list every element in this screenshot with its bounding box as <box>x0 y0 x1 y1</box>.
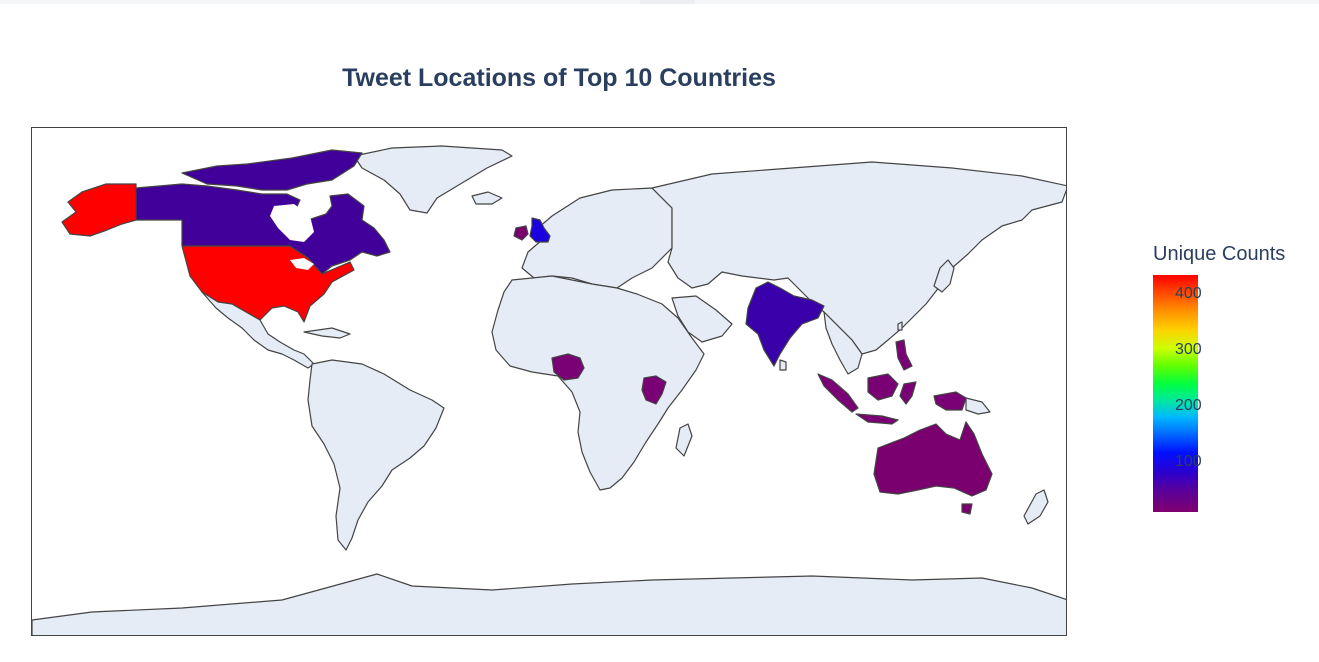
chart-title: Tweet Locations of Top 10 Countries <box>342 64 776 92</box>
indonesia-sumatra[interactable] <box>817 373 859 413</box>
iceland[interactable] <box>471 191 503 205</box>
caribbean-islands[interactable] <box>303 327 351 339</box>
colorbar-tick-200: 200 <box>1175 397 1202 414</box>
indonesia-papua[interactable] <box>933 391 967 411</box>
indonesia-sulawesi[interactable] <box>899 381 917 405</box>
india[interactable] <box>745 281 825 367</box>
australia[interactable] <box>873 421 993 497</box>
nigeria[interactable] <box>551 353 585 381</box>
great-lakes <box>290 258 314 270</box>
africa[interactable] <box>491 275 705 491</box>
hudson-bay <box>270 204 314 242</box>
alaska[interactable] <box>61 183 137 237</box>
tasmania[interactable] <box>961 503 973 515</box>
window-top-edge <box>0 0 1319 4</box>
colorbar-title: Unique Counts <box>1153 243 1286 265</box>
colorbar-tick-100: 100 <box>1175 453 1202 470</box>
canada-arctic-islands[interactable] <box>181 149 363 191</box>
colorbar-tick-400: 400 <box>1175 285 1202 302</box>
philippines[interactable] <box>895 339 913 371</box>
new-zealand[interactable] <box>1023 489 1049 525</box>
antarctica[interactable] <box>32 573 1067 636</box>
southeast-asia[interactable] <box>823 311 863 375</box>
madagascar[interactable] <box>675 423 693 457</box>
indonesia-borneo[interactable] <box>867 373 899 401</box>
papua-new-guinea[interactable] <box>965 397 991 415</box>
world-map[interactable] <box>32 128 1067 636</box>
greenland[interactable] <box>353 145 513 214</box>
indonesia-java[interactable] <box>855 413 899 425</box>
south-america[interactable] <box>307 359 445 551</box>
colorbar-gradient <box>1153 275 1198 512</box>
top-edge-segment <box>640 0 695 4</box>
sri-lanka[interactable] <box>779 359 787 371</box>
arabian-peninsula[interactable] <box>671 295 733 343</box>
map-frame[interactable] <box>31 127 1067 636</box>
united-kingdom[interactable] <box>529 217 551 243</box>
kenya[interactable] <box>641 375 667 405</box>
japan[interactable] <box>933 259 955 293</box>
colorbar-tick-300: 300 <box>1175 341 1202 358</box>
asia[interactable] <box>651 161 1067 355</box>
ireland[interactable] <box>513 225 529 241</box>
taiwan[interactable] <box>897 321 903 331</box>
